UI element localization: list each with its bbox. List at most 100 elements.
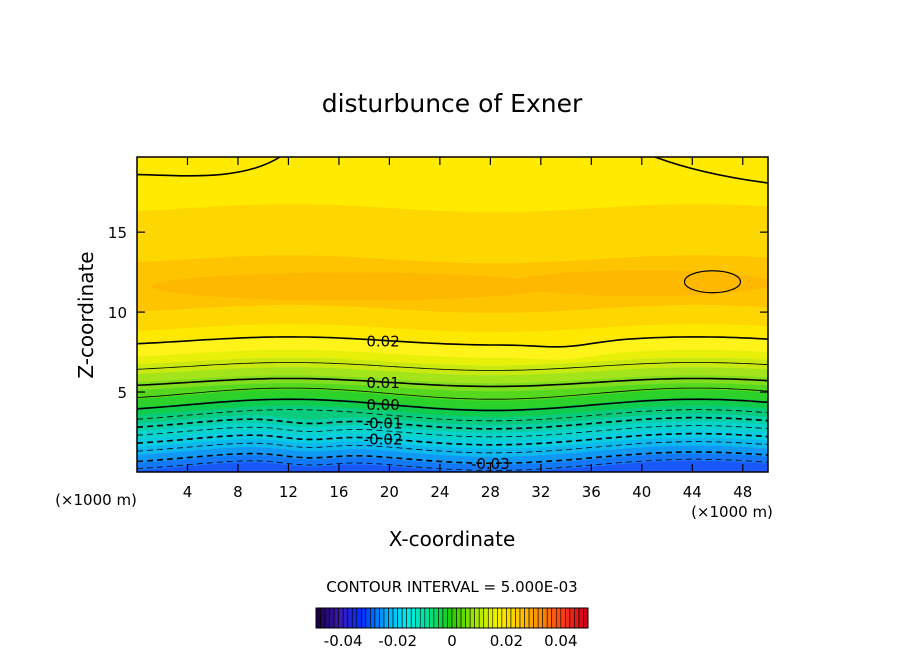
- contour-line-3: [137, 441, 768, 454]
- y-tick-label-2: 10: [108, 304, 127, 322]
- colorbar-cell-47: [524, 607, 530, 629]
- plot-area: -0.03 -0.02-0.010.00 0.01 0.02: [137, 157, 768, 473]
- contour-line-top-left: [137, 157, 281, 177]
- x-tick-label-10: 40: [632, 483, 651, 501]
- contour-fill: [137, 157, 768, 472]
- colorbar-cell-6: [338, 607, 344, 629]
- colorbar-tick-label-4: 0.02: [490, 632, 523, 650]
- colorbar-cell-42: [501, 607, 507, 629]
- contour-label-4: -0.02: [364, 431, 403, 449]
- contour-line-9: [137, 387, 768, 400]
- y-tick-label-3: 15: [108, 224, 127, 242]
- colorbar-cell-2: [320, 607, 326, 629]
- colorbar-cell-59: [578, 607, 584, 629]
- colorbar-cell-48: [528, 607, 534, 629]
- contour-closed-max: [683, 270, 742, 294]
- colorbar-cell-38: [483, 607, 489, 629]
- colorbar-cell-21: [406, 607, 412, 629]
- colorbar-cell-19: [397, 607, 403, 629]
- colorbar-cell-43: [506, 607, 512, 629]
- colorbar-cell-18: [392, 607, 398, 629]
- colorbar-cell-28: [438, 607, 444, 629]
- contour-label-10: 0.01: [366, 374, 399, 392]
- contour-line-7: [137, 409, 768, 422]
- x-tick-label-7: 28: [481, 483, 500, 501]
- contour-line-5: [137, 425, 768, 438]
- x-tick-label-11: 44: [683, 483, 702, 501]
- colorbar-cell-24: [419, 607, 426, 629]
- contour-label-8: 0.00: [366, 396, 399, 414]
- colorbar-cell-5: [333, 607, 339, 629]
- colorbar-cell-13: [370, 607, 376, 629]
- colorbar-cell-15: [379, 607, 385, 629]
- colorbar: [315, 607, 589, 629]
- colorbar-cell-26: [429, 607, 435, 629]
- colorbar-cell-10: [356, 607, 362, 629]
- colorbar-cell-51: [542, 607, 548, 629]
- colorbar-cell-36: [474, 607, 480, 629]
- colorbar-cell-9: [351, 607, 358, 629]
- colorbar-tick-label-1: -0.04: [324, 632, 363, 650]
- colorbar-cell-35: [469, 607, 475, 629]
- colorbar-cell-44: [510, 607, 516, 629]
- colorbar-cell-17: [388, 607, 394, 629]
- colorbar-cell-25: [424, 607, 430, 629]
- contour-line-12: [137, 336, 768, 348]
- colorbar-cell-49: [533, 607, 539, 629]
- colorbar-cell-41: [497, 607, 503, 629]
- colorbar-cell-16: [383, 607, 389, 629]
- x-tick-label-3: 12: [279, 483, 298, 501]
- contour-lines: [137, 157, 768, 471]
- colorbar-cell-37: [478, 607, 485, 629]
- contour-line-11: [137, 362, 768, 371]
- x-tick-label-9: 36: [582, 483, 601, 501]
- field-band-17: [137, 460, 768, 472]
- colorbar-cell-56: [565, 607, 571, 629]
- x-tick-label-12: 48: [733, 483, 752, 501]
- colorbar-cell-23: [415, 607, 421, 629]
- x-tick-label-5: 20: [380, 483, 399, 501]
- colorbar-cell-27: [433, 607, 439, 629]
- chart-title: disturbunce of Exner: [322, 89, 583, 118]
- colorbar-cell-33: [460, 607, 466, 629]
- colorbar-tick-label-3: 0: [447, 632, 457, 650]
- x-axis-unit-left: (×1000 m): [55, 491, 137, 509]
- x-axis-label: X-coordinate: [389, 527, 516, 551]
- x-tick-label-2: 8: [233, 483, 243, 501]
- colorbar-cell-31: [451, 607, 457, 629]
- plot-frame: [136, 156, 769, 473]
- colorbar-cell-53: [551, 607, 557, 629]
- field-core-right: [511, 270, 768, 297]
- colorbar-cell-54: [555, 607, 562, 629]
- colorbar-cell-29: [442, 607, 448, 629]
- contour-line-10: [137, 377, 768, 388]
- colorbar-cell-46: [519, 607, 525, 629]
- colorbar-tick-label-2: -0.02: [378, 632, 417, 650]
- colorbar-cell-30: [447, 607, 453, 629]
- contour-label-2: -0.03: [471, 455, 510, 473]
- contour-label-6: -0.01: [364, 415, 403, 433]
- x-axis-ticks: 4 8 12 16 20 24 28 32 36 40 44 48: [183, 157, 752, 501]
- x-tick-label-1: 4: [183, 483, 193, 501]
- colorbar-cell-34: [465, 607, 471, 629]
- x-tick-label-6: 24: [430, 483, 449, 501]
- x-tick-label-8: 32: [531, 483, 550, 501]
- colorbar-cell-12: [365, 607, 371, 629]
- colorbar-cell-50: [537, 607, 543, 629]
- y-axis-label: Z-coordinate: [74, 251, 98, 378]
- colorbar-cell-3: [324, 607, 330, 629]
- contour-line-4: [137, 432, 768, 446]
- colorbar-tick-labels: -0.04 -0.02 0 0.02 0.04: [324, 632, 578, 650]
- colorbar-cell-57: [569, 607, 575, 629]
- x-tick-label-4: 16: [329, 483, 348, 501]
- colorbar-cell-7: [342, 607, 349, 629]
- colorbar-cell-55: [560, 607, 566, 629]
- colorbar-cell-11: [361, 607, 367, 629]
- colorbar-cell-4: [329, 607, 335, 629]
- contour-line-top-right: [654, 157, 768, 184]
- colorbar-frame: [315, 607, 589, 629]
- colorbar-cell-58: [574, 607, 580, 629]
- contour-labels: -0.03 -0.02-0.010.00 0.01 0.02: [364, 332, 510, 473]
- y-axis-unit-right: (×1000 m): [691, 503, 773, 521]
